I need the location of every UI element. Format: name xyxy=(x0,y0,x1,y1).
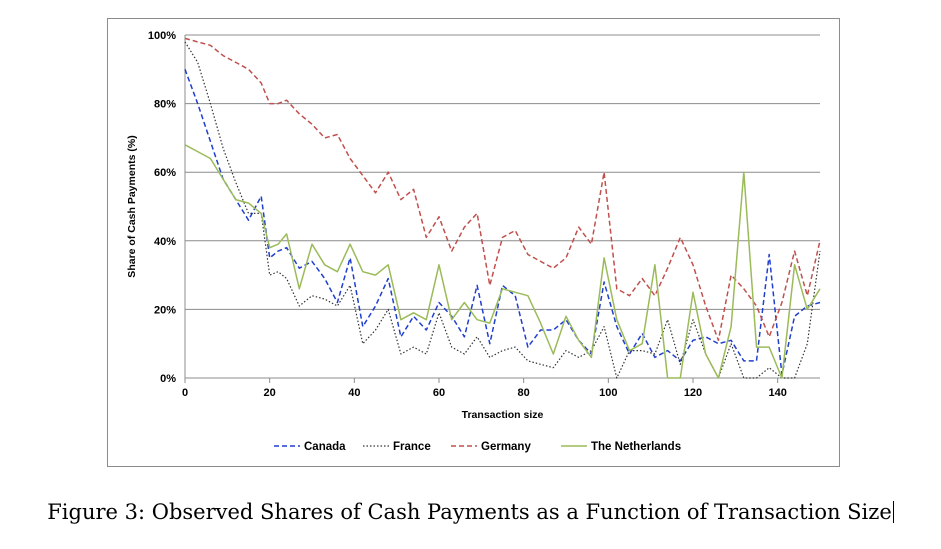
x-tick-label: 0 xyxy=(182,387,188,399)
legend-label-canada: Canada xyxy=(304,441,346,453)
x-tick-label: 100 xyxy=(599,387,617,399)
x-tick-label: 140 xyxy=(768,387,786,399)
legend-label-france: France xyxy=(393,441,431,453)
y-tick-label: 20% xyxy=(154,304,176,316)
text-cursor xyxy=(892,501,894,523)
series-line-france xyxy=(184,41,821,379)
legend-label-germany: Germany xyxy=(481,441,531,453)
x-tick-label: 80 xyxy=(518,387,530,399)
y-tick-label: 0% xyxy=(160,373,176,385)
figure-caption-container: Figure 3: Observed Shares of Cash Paymen… xyxy=(0,500,941,524)
x-axis-title: Transaction size xyxy=(462,409,544,421)
y-tick-label: 60% xyxy=(154,167,176,179)
series-line-the-netherlands xyxy=(184,144,821,379)
y-tick-label: 100% xyxy=(148,30,176,42)
figure-caption: Figure 3: Observed Shares of Cash Paymen… xyxy=(47,500,892,524)
x-tick-label: 120 xyxy=(684,387,702,399)
y-axis-title: Share of Cash Payments (%) xyxy=(126,135,138,277)
x-tick-label: 20 xyxy=(264,387,276,399)
series-line-germany xyxy=(184,37,821,342)
y-tick-label: 40% xyxy=(154,236,176,248)
chart-frame: 0% 20% 40% 60% 80% 100% 0 20 40 60 80 100 120 140 Tran… xyxy=(107,18,840,467)
y-tick-label: 80% xyxy=(154,99,176,111)
legend-label-the-netherlands: The Netherlands xyxy=(591,441,681,453)
x-tick-label: 40 xyxy=(348,387,360,399)
line-chart: 0% 20% 40% 60% 80% 100% 0 20 40 60 80 100 120 140 Tran… xyxy=(126,30,821,453)
series-line-canada xyxy=(184,69,821,376)
x-tick-label: 60 xyxy=(433,387,445,399)
